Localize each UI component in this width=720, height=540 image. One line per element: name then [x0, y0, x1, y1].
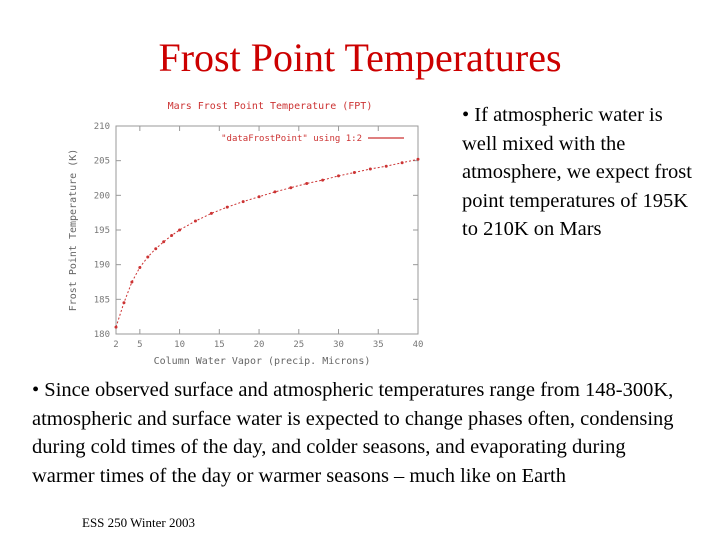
x-axis-ticks: 2 5 10 15 20 25 30 35 40 — [113, 126, 423, 350]
data-point — [225, 205, 229, 209]
data-point — [289, 186, 293, 190]
y-tick-label: 190 — [94, 261, 110, 271]
data-point — [368, 167, 372, 171]
chart-svg: Mars Frost Point Temperature (FPT) 18018… — [68, 101, 423, 367]
data-point — [337, 174, 341, 178]
data-point — [273, 190, 277, 194]
data-point — [209, 211, 213, 215]
y-tick-label: 200 — [94, 191, 110, 201]
data-point — [257, 195, 261, 199]
data-point — [321, 178, 325, 182]
y-tick-label: 180 — [94, 330, 110, 340]
plot-area-border — [115, 125, 419, 335]
data-point — [384, 164, 388, 168]
data-point — [193, 219, 197, 223]
data-point — [162, 240, 166, 244]
x-tick-label: 15 — [214, 340, 225, 350]
y-tick-label: 205 — [94, 157, 110, 167]
data-point — [352, 170, 356, 174]
data-point — [130, 280, 134, 284]
bullet-right: • If atmospheric water is well mixed wit… — [462, 104, 692, 240]
footer: ESS 250 Winter 2003 — [82, 515, 195, 530]
series-line — [115, 158, 419, 328]
data-point — [154, 247, 158, 251]
data-point — [122, 301, 126, 305]
y-tick-label: 210 — [94, 122, 110, 132]
legend-label: "dataFrostPoint" using 1:2 — [221, 134, 362, 144]
x-tick-label: 5 — [137, 340, 142, 350]
y-axis-ticks: 180 185 190 195 200 205 210 — [94, 122, 418, 340]
x-tick-label: 25 — [293, 340, 304, 350]
chart-series — [114, 157, 420, 329]
data-point — [138, 265, 142, 269]
x-tick-label: 10 — [174, 340, 185, 350]
data-point — [170, 234, 174, 238]
x-tick-label: 40 — [413, 340, 424, 350]
y-tick-label: 185 — [94, 295, 110, 305]
chart-frame — [115, 125, 419, 335]
slide-title: Frost Point Temperatures — [158, 35, 562, 80]
x-axis-label: Column Water Vapor (precip. Microns) — [154, 356, 371, 367]
chart-legend: "dataFrostPoint" using 1:2 — [221, 134, 404, 144]
bullet-bottom: • Since observed surface and atmospheric… — [32, 379, 674, 487]
data-point — [146, 255, 150, 259]
data-point — [114, 325, 118, 329]
data-point — [305, 182, 309, 186]
data-point — [400, 161, 404, 165]
x-tick-label: 2 — [113, 340, 118, 350]
chart-title: Mars Frost Point Temperature (FPT) — [168, 101, 373, 112]
data-point — [416, 157, 420, 161]
x-tick-label: 20 — [254, 340, 265, 350]
data-point — [178, 228, 182, 232]
x-tick-label: 30 — [333, 340, 344, 350]
data-point — [241, 200, 245, 204]
y-axis-label: Frost Point Temperature (K) — [68, 149, 79, 312]
frost-point-chart: Mars Frost Point Temperature (FPT) 180 18… — [62, 96, 442, 368]
y-tick-label: 195 — [94, 226, 110, 236]
x-tick-label: 35 — [373, 340, 384, 350]
